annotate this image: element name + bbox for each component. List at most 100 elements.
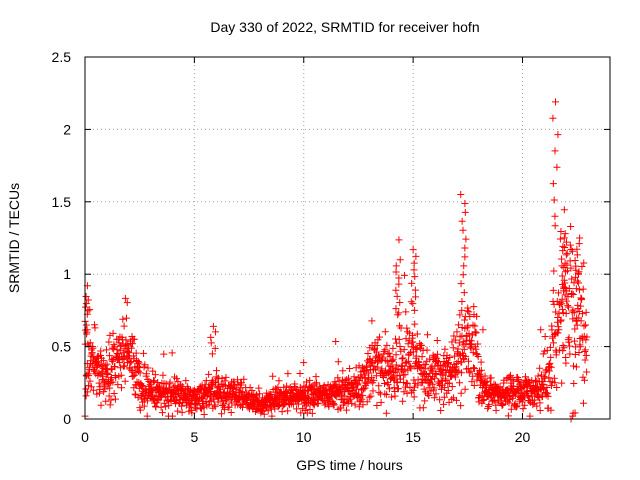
data-point xyxy=(375,382,383,390)
data-point xyxy=(404,328,412,336)
data-point xyxy=(199,397,207,405)
data-point xyxy=(260,410,268,418)
data-point xyxy=(580,322,588,330)
data-point xyxy=(524,391,532,399)
data-point xyxy=(84,296,92,304)
data-point xyxy=(568,290,576,298)
data-point xyxy=(447,373,455,381)
data-point xyxy=(151,371,159,379)
data-point xyxy=(558,295,566,303)
data-point xyxy=(82,321,90,329)
data-point xyxy=(551,212,559,220)
data-point xyxy=(526,412,534,420)
data-point xyxy=(373,342,381,350)
data-point xyxy=(275,377,283,385)
data-point xyxy=(550,196,558,204)
data-point xyxy=(531,396,539,404)
data-point xyxy=(221,377,229,385)
data-point xyxy=(412,252,420,260)
data-point xyxy=(227,395,235,403)
data-point xyxy=(532,376,540,384)
data-point xyxy=(410,393,418,401)
data-point xyxy=(547,363,555,371)
data-point xyxy=(200,410,208,418)
data-point xyxy=(284,407,292,415)
data-point xyxy=(369,387,377,395)
data-point xyxy=(433,357,441,365)
data-point xyxy=(578,263,586,271)
data-point xyxy=(519,405,527,413)
data-point xyxy=(492,406,500,414)
data-point xyxy=(454,345,462,353)
data-point xyxy=(534,372,542,380)
data-point xyxy=(490,397,498,405)
data-point xyxy=(535,393,543,401)
data-point xyxy=(456,379,464,387)
data-point xyxy=(441,375,449,383)
data-point xyxy=(575,279,583,287)
data-point xyxy=(231,381,239,389)
data-point xyxy=(547,406,555,414)
data-point xyxy=(536,364,544,372)
data-point xyxy=(394,311,402,319)
x-tick-label: 5 xyxy=(190,429,198,445)
data-point xyxy=(563,249,571,257)
y-axis-label: SRMTID / TECUs xyxy=(6,183,22,293)
data-point xyxy=(578,310,586,318)
data-point xyxy=(474,340,482,348)
data-point xyxy=(576,343,584,351)
data-point xyxy=(446,354,454,361)
x-tick-label: 15 xyxy=(405,429,421,445)
data-point xyxy=(402,379,410,387)
data-point xyxy=(550,339,558,347)
data-point xyxy=(573,321,581,329)
data-point xyxy=(135,367,143,375)
data-point xyxy=(206,397,214,405)
data-point xyxy=(448,382,456,390)
data-point xyxy=(470,364,477,372)
data-point xyxy=(117,384,125,392)
data-point xyxy=(427,366,435,374)
y-tick-label: 2 xyxy=(63,121,71,137)
data-point xyxy=(381,379,389,387)
data-point xyxy=(114,381,122,389)
data-point xyxy=(136,406,144,414)
data-point xyxy=(84,382,92,390)
data-point xyxy=(389,355,397,363)
data-point xyxy=(267,390,275,398)
data-point xyxy=(553,384,561,392)
data-point xyxy=(405,350,413,358)
data-point xyxy=(397,347,405,355)
data-point xyxy=(303,400,311,408)
data-point xyxy=(390,384,398,392)
data-point xyxy=(558,272,566,280)
data-point xyxy=(433,337,441,345)
data-point xyxy=(430,384,438,392)
data-point xyxy=(477,358,485,366)
data-point xyxy=(440,393,448,401)
data-point xyxy=(470,382,478,390)
data-point xyxy=(94,358,102,366)
data-point xyxy=(452,396,460,404)
data-point xyxy=(554,323,562,331)
data-point xyxy=(437,407,445,415)
data-point xyxy=(556,235,564,243)
data-point xyxy=(122,314,130,322)
data-point xyxy=(555,326,563,334)
data-point xyxy=(529,401,537,409)
data-point xyxy=(571,325,579,333)
data-point xyxy=(388,357,396,365)
data-point xyxy=(409,300,417,308)
data-point xyxy=(374,363,382,371)
data-point xyxy=(178,402,186,410)
data-point xyxy=(234,376,242,384)
data-point xyxy=(573,245,581,253)
data-point xyxy=(396,256,404,264)
data-point xyxy=(403,358,411,366)
data-point xyxy=(367,358,375,366)
data-point xyxy=(402,308,410,316)
data-point xyxy=(414,376,422,384)
data-point xyxy=(365,393,373,401)
data-point xyxy=(410,259,418,267)
